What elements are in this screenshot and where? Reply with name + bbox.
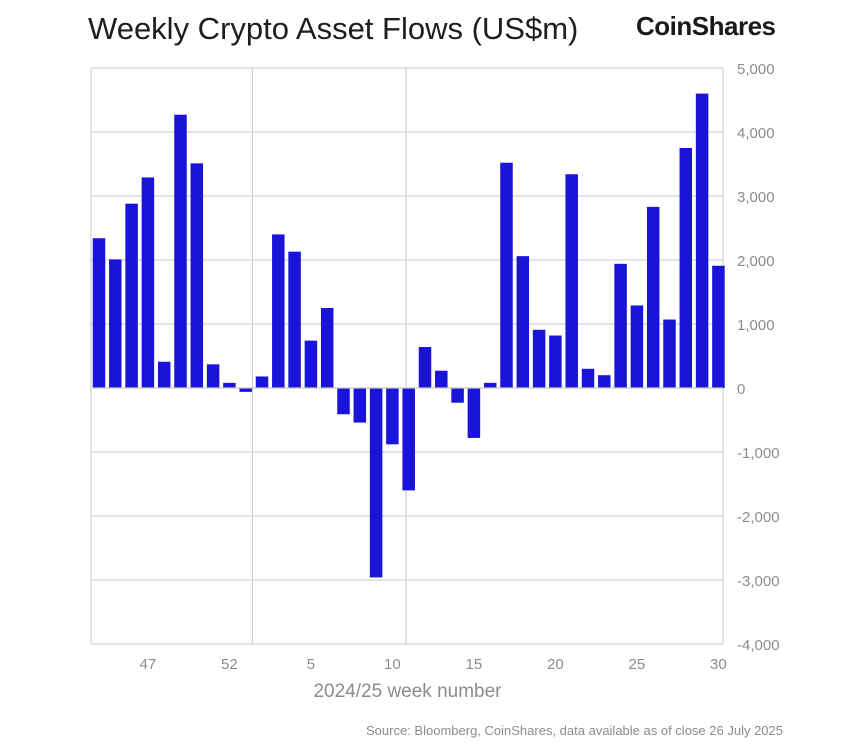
y-tick-label: -2,000: [737, 509, 780, 526]
bar: [695, 93, 709, 388]
bar: [516, 256, 530, 388]
bar: [190, 163, 204, 388]
bar: [92, 238, 106, 388]
y-tick-label: 0: [737, 381, 745, 398]
bar: [483, 382, 497, 388]
bar: [549, 335, 562, 388]
bar: [679, 148, 693, 388]
bar: [581, 368, 595, 388]
bar: [435, 370, 448, 388]
bar: [418, 347, 432, 388]
bar: [206, 364, 220, 388]
bar: [467, 388, 481, 438]
x-axis-label: 2024/25 week number: [313, 681, 502, 702]
x-tick-label: 15: [466, 656, 483, 673]
x-tick-label: 47: [140, 656, 157, 673]
bar: [174, 114, 187, 388]
x-tick-label: 25: [629, 656, 646, 673]
y-tick-label: 4,000: [737, 125, 775, 142]
bar: [288, 251, 301, 388]
x-tick-label: 20: [547, 656, 564, 673]
x-tick-label: 52: [221, 656, 238, 673]
bar: [353, 388, 367, 423]
x-tick-label: 5: [307, 656, 315, 673]
chart-title: Weekly Crypto Asset Flows (US$m): [88, 11, 579, 46]
source-note: Source: Bloomberg, CoinShares, data avai…: [366, 723, 783, 738]
bar: [239, 388, 252, 392]
bar: [712, 265, 725, 388]
y-tick-label: 2,000: [737, 253, 775, 270]
y-tick-label: 3,000: [737, 189, 775, 206]
x-tick-label: 10: [384, 656, 401, 673]
bar: [598, 375, 611, 388]
bar: [157, 361, 171, 388]
bar: [320, 308, 334, 388]
y-tick-label: -4,000: [737, 637, 780, 654]
bar: [565, 174, 578, 388]
bar: [451, 388, 464, 403]
bar: [386, 388, 399, 445]
bar: [646, 206, 660, 388]
bar: [304, 340, 318, 388]
bar: [663, 319, 676, 388]
bar: [223, 382, 236, 388]
bar: [630, 305, 644, 388]
bar: [614, 263, 627, 388]
bar: [369, 388, 383, 578]
bar: [402, 388, 415, 491]
bar: [109, 259, 122, 388]
y-tick-label: 1,000: [737, 317, 775, 334]
y-tick-label: 5,000: [737, 61, 775, 78]
bar: [500, 162, 513, 388]
bar: [125, 203, 138, 388]
x-tick-label: 30: [710, 656, 727, 673]
bar: [255, 376, 269, 388]
bar: [141, 177, 155, 388]
bar: [532, 329, 546, 388]
bar: [337, 388, 350, 415]
bar: [272, 234, 285, 388]
coinshares-logo: CoinShares: [636, 11, 776, 41]
y-tick-label: -1,000: [737, 445, 780, 462]
y-tick-label: -3,000: [737, 573, 780, 590]
